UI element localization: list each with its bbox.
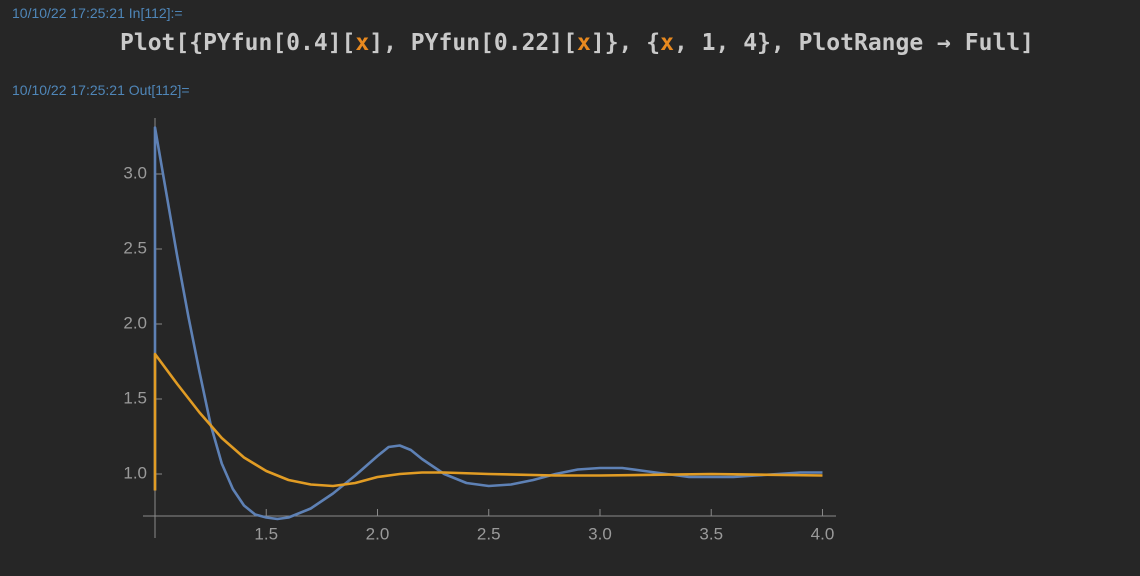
- y-tick-label: 3.0: [123, 163, 147, 182]
- code-token: x: [576, 30, 591, 56]
- code-token: x: [660, 30, 674, 56]
- y-tick-label: 1.5: [123, 388, 147, 407]
- x-tick-label: 1.5: [254, 524, 278, 543]
- code-token: ]}, {: [590, 30, 661, 56]
- x-tick-label: 3.5: [699, 524, 723, 543]
- output-label: 10/10/22 17:25:21 Out[112]=: [12, 82, 190, 98]
- code-token: Plot[{PYfun[0.4][: [120, 30, 356, 56]
- x-tick-label: 3.0: [588, 524, 612, 543]
- y-tick-label: 2.0: [123, 313, 147, 332]
- series-line: [153, 352, 823, 491]
- series-line: [153, 126, 823, 521]
- y-tick-label: 1.0: [123, 463, 147, 482]
- y-tick-label: 2.5: [123, 238, 147, 257]
- x-tick-label: 4.0: [811, 524, 835, 543]
- input-label: 10/10/22 17:25:21 In[112]:=: [12, 5, 183, 21]
- x-tick-label: 2.5: [477, 524, 501, 543]
- code-token: , 1, 4}, PlotRange → Full]: [673, 30, 1034, 56]
- code-token: ], PYfun[0.22][: [369, 30, 577, 56]
- input-code[interactable]: Plot[{PYfun[0.4][x], PYfun[0.22][x]}, {x…: [120, 30, 1034, 56]
- code-token: x: [355, 30, 370, 56]
- x-tick-label: 2.0: [366, 524, 390, 543]
